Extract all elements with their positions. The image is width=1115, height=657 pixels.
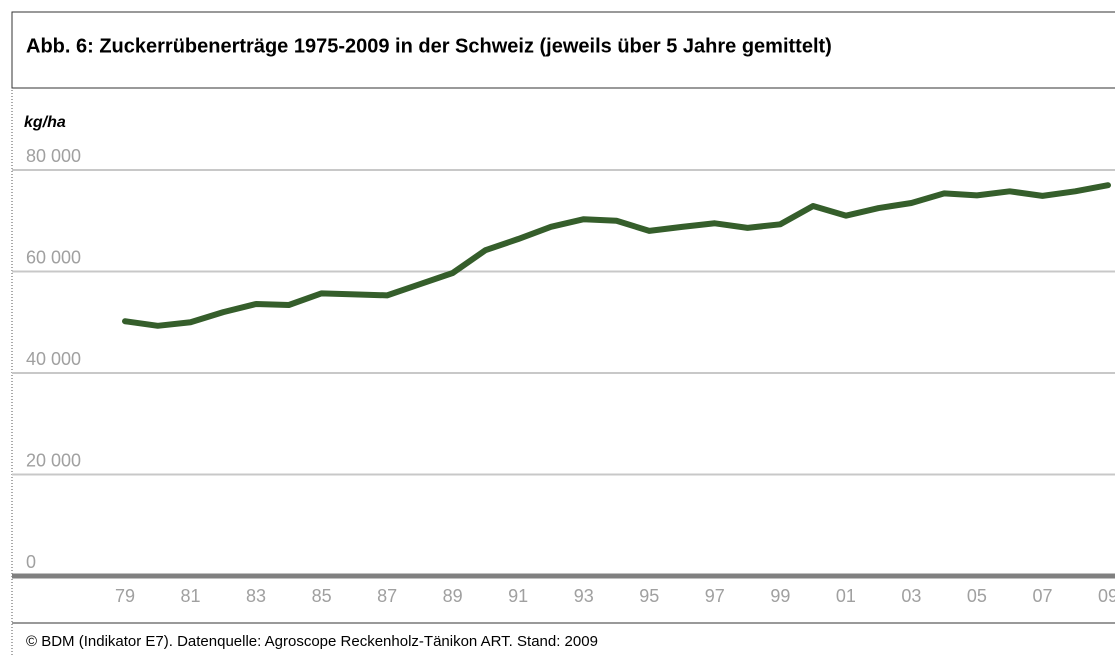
- x-tick-label: 05: [967, 586, 987, 606]
- x-tick-label: 09: [1098, 586, 1115, 606]
- x-tick-label: 81: [181, 586, 201, 606]
- y-tick-label: 20 000: [26, 450, 81, 470]
- y-tick-label: 40 000: [26, 349, 81, 369]
- x-tick-label: 87: [377, 586, 397, 606]
- title-box: [11, 11, 1115, 89]
- y-axis-label: kg/ha: [24, 114, 66, 131]
- x-tick-label: 97: [705, 586, 725, 606]
- x-tick-label: 91: [508, 586, 528, 606]
- y-tick-label: 0: [26, 552, 36, 572]
- x-tick-label: 85: [312, 586, 332, 606]
- x-tick-label: 93: [574, 586, 594, 606]
- data-line: [122, 182, 1111, 329]
- x-tick-label: 83: [246, 586, 266, 606]
- x-tick-label: 99: [770, 586, 790, 606]
- x-tick-label: 95: [639, 586, 659, 606]
- x-tick-label: 07: [1032, 586, 1052, 606]
- x-tick-label: 79: [115, 586, 135, 606]
- chart-title: Abb. 6: Zuckerrübenerträge 1975-2009 in …: [26, 35, 832, 57]
- x-tick-label: 03: [901, 586, 921, 606]
- footer: © BDM (Indikator E7). Datenquelle: Agros…: [26, 633, 598, 650]
- x-tick-label: 01: [836, 586, 856, 606]
- x-tick-label: 89: [443, 586, 463, 606]
- y-tick-label: 80 000: [26, 146, 81, 166]
- y-tick-label: 60 000: [26, 247, 81, 267]
